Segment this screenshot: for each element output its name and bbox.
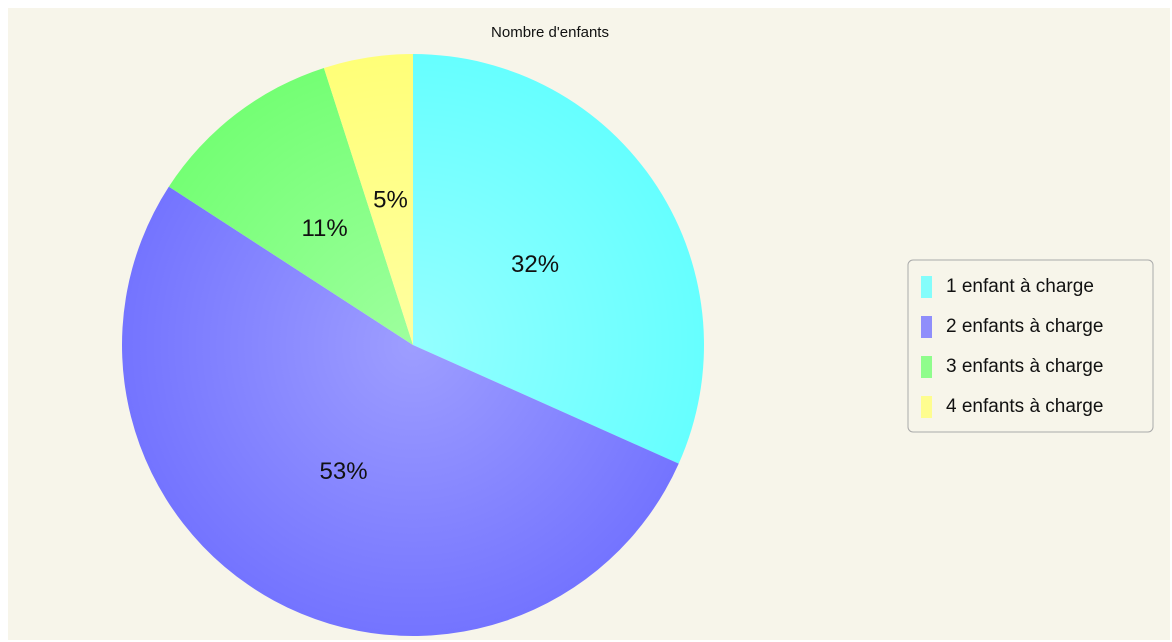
data-label: 32% — [511, 251, 559, 278]
data-label: 53% — [320, 458, 368, 485]
data-label: 11% — [301, 215, 347, 242]
data-label: 5% — [373, 187, 408, 214]
legend-swatch — [921, 276, 932, 298]
legend-label: 2 enfants à charge — [946, 316, 1103, 337]
chart: Nombre d'enfants 32% 53% 11% 5% 1 enfant à … — [0, 0, 1172, 642]
legend-swatch — [921, 316, 932, 338]
legend-label: 4 enfants à charge — [946, 396, 1103, 417]
legend-swatch — [921, 356, 932, 378]
page: {"chart_data": {"type": "pie", "title": … — [0, 0, 1172, 642]
legend-label: 3 enfants à charge — [946, 356, 1103, 377]
legend-swatch — [921, 396, 932, 418]
legend: 1 enfant à charge 2 enfants à charge 3 enf… — [908, 260, 1153, 432]
chart-title: Nombre d'enfants — [491, 24, 609, 41]
legend-label: 1 enfant à charge — [946, 276, 1094, 297]
pie: 32% 53% 11% 5% — [122, 54, 704, 636]
